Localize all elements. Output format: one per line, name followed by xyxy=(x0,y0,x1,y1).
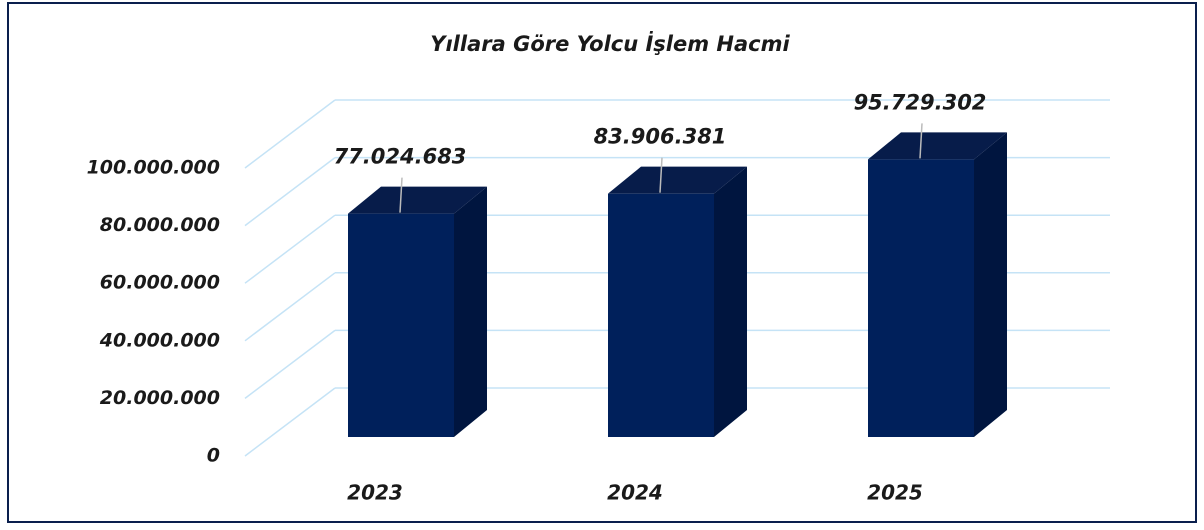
bar-side xyxy=(714,166,747,437)
leader-line xyxy=(919,123,923,159)
y-tick-label: 100.000.000 xyxy=(87,157,220,179)
bar-side xyxy=(974,132,1007,438)
grid-line-diagonal xyxy=(244,387,336,457)
y-tick-label: 60.000.000 xyxy=(100,272,220,294)
leader-line xyxy=(399,177,403,213)
value-label: 77.024.683 xyxy=(334,145,467,169)
y-tick-label: 0 xyxy=(207,445,220,467)
y-tick-label: 40.000.000 xyxy=(99,329,220,351)
leader-line xyxy=(659,157,663,193)
x-tick-label: 2025 xyxy=(867,481,923,505)
bar-top xyxy=(868,132,1007,160)
bar xyxy=(868,159,974,438)
value-label: 95.729.302 xyxy=(854,90,987,114)
grid-line-diagonal xyxy=(244,157,336,227)
y-tick-label: 20.000.000 xyxy=(100,387,220,409)
y-tick-label: 80.000.000 xyxy=(100,214,220,236)
x-tick-label: 2024 xyxy=(607,481,663,505)
grid-line-diagonal xyxy=(244,272,336,342)
bar xyxy=(608,193,714,437)
bar-side xyxy=(454,186,487,437)
value-label: 83.906.381 xyxy=(594,125,727,149)
bar-top xyxy=(608,166,747,194)
chart-frame xyxy=(7,2,1197,523)
grid-line-diagonal xyxy=(244,329,336,399)
bar xyxy=(348,213,454,437)
grid-line-diagonal xyxy=(244,214,336,284)
bar-top xyxy=(348,186,487,214)
chart-title: Yıllara Göre Yolcu İşlem Hacmi xyxy=(430,31,790,56)
x-tick-label: 2023 xyxy=(347,481,403,505)
grid-line-diagonal xyxy=(244,99,336,169)
